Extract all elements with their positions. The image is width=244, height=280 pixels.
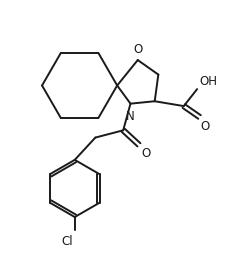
Text: O: O xyxy=(141,147,150,160)
Text: Cl: Cl xyxy=(61,235,73,248)
Text: O: O xyxy=(133,43,142,56)
Text: N: N xyxy=(126,110,134,123)
Text: OH: OH xyxy=(199,75,217,88)
Text: O: O xyxy=(201,120,210,133)
